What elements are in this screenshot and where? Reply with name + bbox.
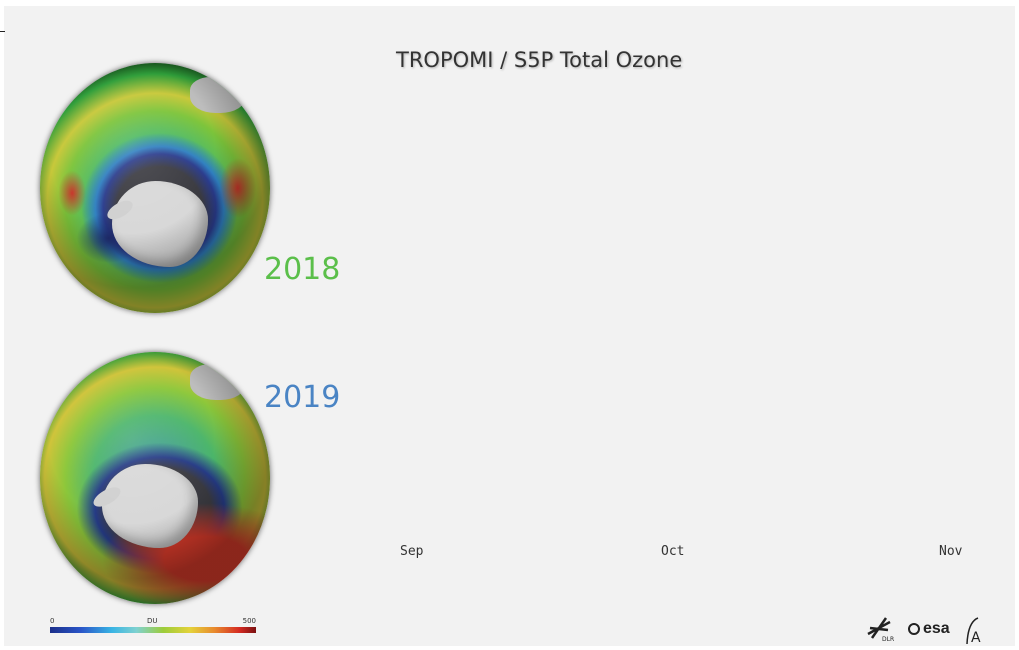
globe-shading xyxy=(40,63,270,313)
landmass-shape xyxy=(190,77,246,113)
colorbar-unit-label: DU xyxy=(147,617,158,625)
dlr-logo-text: DLR xyxy=(882,636,895,643)
colorbar-ticks: 0 DU 500 xyxy=(50,617,256,626)
esa-logo-text: esa xyxy=(923,620,950,637)
partner-logo-text: A xyxy=(971,630,981,646)
corner-mark xyxy=(0,31,5,32)
colorbar-gradient xyxy=(50,627,256,633)
esa-logo-icon xyxy=(908,623,920,635)
partner-logo-icon: A xyxy=(966,617,981,646)
ozone-colorbar: 0 DU 500 xyxy=(50,617,256,633)
year-label-2018: 2018 xyxy=(264,252,341,287)
landmass-shape xyxy=(190,364,246,400)
year-label-2019: 2019 xyxy=(264,380,341,415)
antarctica-shape xyxy=(112,181,208,267)
colorbar-min-label: 0 xyxy=(50,617,55,625)
figure-frame: TROPOMI / S5P Total Ozone 2018 2019 Sep … xyxy=(4,6,1015,646)
antarctica-shape xyxy=(102,464,198,548)
month-label-nov: Nov xyxy=(939,544,963,559)
logo-strip: DLR esa A xyxy=(864,616,989,646)
month-label-sep: Sep xyxy=(400,544,424,559)
figure-title: TROPOMI / S5P Total Ozone xyxy=(396,48,683,72)
ozone-globe-2019 xyxy=(40,352,270,604)
globe-shading xyxy=(40,352,270,604)
colorbar-max-label: 500 xyxy=(242,617,256,625)
month-label-oct: Oct xyxy=(661,544,685,559)
ozone-globe-2018 xyxy=(40,63,270,313)
dlr-logo-icon xyxy=(867,617,891,639)
